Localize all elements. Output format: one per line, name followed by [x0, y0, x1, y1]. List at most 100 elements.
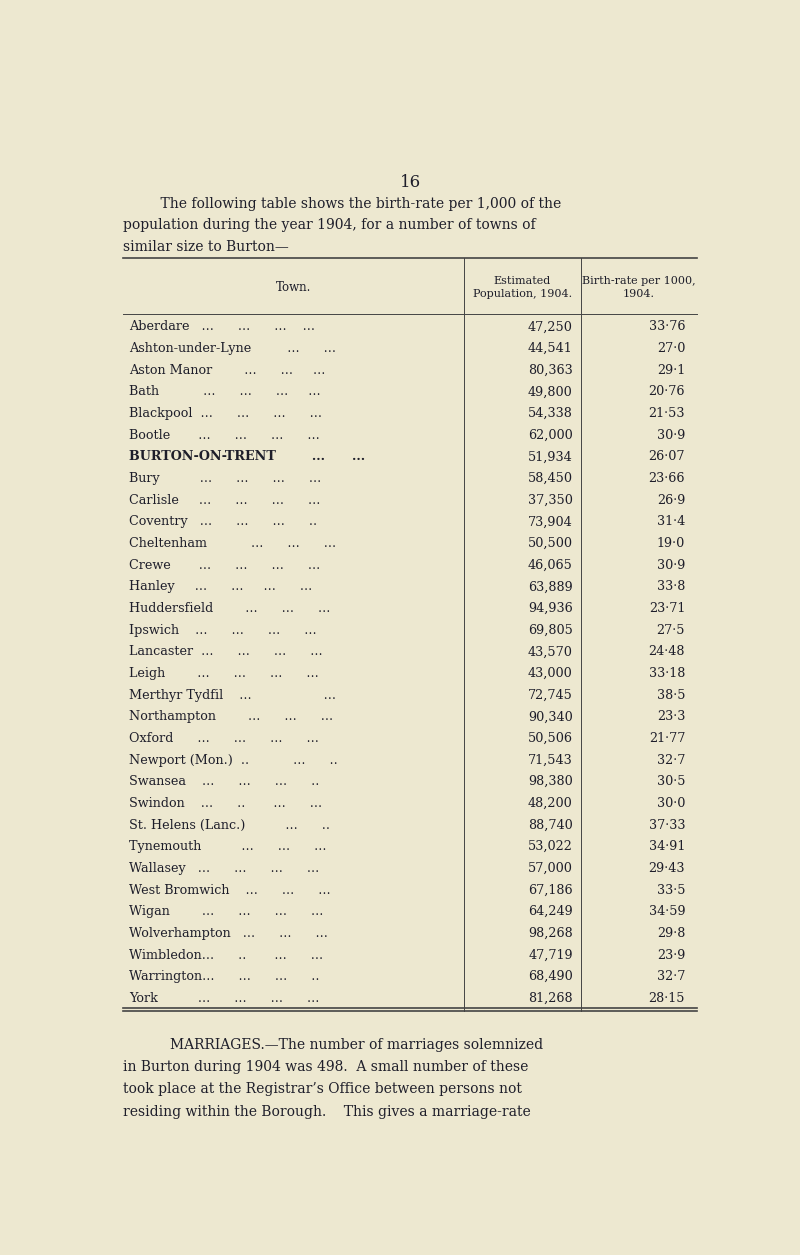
Text: 47,250: 47,250: [528, 320, 573, 334]
Text: Merthyr Tydfil    ...                  ...: Merthyr Tydfil ... ...: [130, 689, 337, 702]
Text: Northampton        ...      ...      ...: Northampton ... ... ...: [130, 710, 334, 723]
Text: 19·0: 19·0: [657, 537, 685, 550]
Text: Ashton-under-Lyne         ...      ...: Ashton-under-Lyne ... ...: [130, 343, 337, 355]
Text: 50,500: 50,500: [528, 537, 573, 550]
Text: Tynemouth          ...      ...      ...: Tynemouth ... ... ...: [130, 841, 327, 853]
Text: 37,350: 37,350: [528, 493, 573, 507]
Text: 28·15: 28·15: [649, 991, 685, 1005]
Text: 62,000: 62,000: [528, 429, 573, 442]
Text: 23·3: 23·3: [657, 710, 685, 723]
Text: Swindon    ...      ..       ...      ...: Swindon ... .. ... ...: [130, 797, 322, 809]
Text: took place at the Registrar’s Office between persons not: took place at the Registrar’s Office bet…: [123, 1082, 522, 1097]
Text: 51,934: 51,934: [528, 451, 573, 463]
Text: Huddersfield        ...      ...      ...: Huddersfield ... ... ...: [130, 602, 331, 615]
Text: Lancaster  ...      ...      ...      ...: Lancaster ... ... ... ...: [130, 645, 323, 659]
Text: Carlisle     ...      ...      ...      ...: Carlisle ... ... ... ...: [130, 493, 321, 507]
Text: 54,338: 54,338: [528, 407, 573, 420]
Text: 27·5: 27·5: [657, 624, 685, 636]
Text: Bath           ...      ...      ...     ...: Bath ... ... ... ...: [130, 385, 321, 398]
Text: 69,805: 69,805: [528, 624, 573, 636]
Text: St. Helens (Lanc.)          ...      ..: St. Helens (Lanc.) ... ..: [130, 818, 330, 832]
Text: 48,200: 48,200: [528, 797, 573, 809]
Text: 58,450: 58,450: [528, 472, 573, 486]
Text: 94,936: 94,936: [528, 602, 573, 615]
Text: 43,570: 43,570: [528, 645, 573, 659]
Text: Estimated
Population, 1904.: Estimated Population, 1904.: [473, 276, 572, 299]
Text: Crewe       ...      ...      ...      ...: Crewe ... ... ... ...: [130, 558, 321, 572]
Text: Oxford      ...      ...      ...      ...: Oxford ... ... ... ...: [130, 732, 319, 745]
Text: 47,719: 47,719: [528, 949, 573, 961]
Text: 30·9: 30·9: [657, 429, 685, 442]
Text: 57,000: 57,000: [528, 862, 573, 875]
Text: 88,740: 88,740: [528, 818, 573, 832]
Text: 32·7: 32·7: [657, 970, 685, 983]
Text: Aberdare   ...      ...      ...    ...: Aberdare ... ... ... ...: [130, 320, 315, 334]
Text: 43,000: 43,000: [528, 666, 573, 680]
Text: Newport (Mon.)  ..           ...      ..: Newport (Mon.) .. ... ..: [130, 753, 338, 767]
Text: 98,380: 98,380: [528, 776, 573, 788]
Text: 23·66: 23·66: [649, 472, 685, 486]
Text: York          ...      ...      ...      ...: York ... ... ... ...: [130, 991, 320, 1005]
Text: 81,268: 81,268: [528, 991, 573, 1005]
Text: Leigh        ...      ...      ...      ...: Leigh ... ... ... ...: [130, 666, 319, 680]
Text: Bootle       ...      ...      ...      ...: Bootle ... ... ... ...: [130, 429, 320, 442]
Text: Cheltenham           ...      ...      ...: Cheltenham ... ... ...: [130, 537, 337, 550]
Text: 23·71: 23·71: [649, 602, 685, 615]
Text: Hanley     ...      ...     ...      ...: Hanley ... ... ... ...: [130, 580, 313, 594]
Text: Wigan        ...      ...      ...      ...: Wigan ... ... ... ...: [130, 905, 324, 919]
Text: 21·77: 21·77: [649, 732, 685, 745]
Text: 29·8: 29·8: [657, 927, 685, 940]
Text: 37·33: 37·33: [649, 818, 685, 832]
Text: The following table shows the birth-rate per 1,000 of the: The following table shows the birth-rate…: [142, 197, 561, 211]
Text: Aston Manor        ...      ...     ...: Aston Manor ... ... ...: [130, 364, 326, 376]
Text: Swansea    ...      ...      ...      ..: Swansea ... ... ... ..: [130, 776, 320, 788]
Text: 44,541: 44,541: [528, 343, 573, 355]
Text: 53,022: 53,022: [528, 841, 573, 853]
Text: MARRIAGES.—The number of marriages solemnized: MARRIAGES.—The number of marriages solem…: [170, 1038, 543, 1052]
Text: population during the year 1904, for a number of towns of: population during the year 1904, for a n…: [123, 218, 536, 232]
Text: 21·53: 21·53: [649, 407, 685, 420]
Text: Wallasey   ...      ...      ...      ...: Wallasey ... ... ... ...: [130, 862, 320, 875]
Text: Birth-rate per 1000,
1904.: Birth-rate per 1000, 1904.: [582, 276, 695, 299]
Text: Coventry   ...      ...      ...      ..: Coventry ... ... ... ..: [130, 516, 318, 528]
Text: 73,904: 73,904: [528, 516, 573, 528]
Text: residing within the Borough.    This gives a marriage-rate: residing within the Borough. This gives …: [123, 1104, 531, 1118]
Text: 98,268: 98,268: [528, 927, 573, 940]
Text: 24·48: 24·48: [649, 645, 685, 659]
Text: Town.: Town.: [276, 281, 311, 294]
Text: 20·76: 20·76: [649, 385, 685, 398]
Text: 16: 16: [399, 173, 421, 191]
Text: 34·91: 34·91: [649, 841, 685, 853]
Text: 30·0: 30·0: [657, 797, 685, 809]
Text: 90,340: 90,340: [528, 710, 573, 723]
Text: similar size to Burton—: similar size to Burton—: [123, 240, 289, 254]
Text: Ipswich    ...      ...      ...      ...: Ipswich ... ... ... ...: [130, 624, 317, 636]
Text: 80,363: 80,363: [528, 364, 573, 376]
Text: 33·8: 33·8: [657, 580, 685, 594]
Text: 71,543: 71,543: [528, 753, 573, 767]
Text: 29·1: 29·1: [657, 364, 685, 376]
Text: 23·9: 23·9: [657, 949, 685, 961]
Text: 26·9: 26·9: [657, 493, 685, 507]
Text: 29·43: 29·43: [649, 862, 685, 875]
Text: Warrington...      ...      ...      ..: Warrington... ... ... ..: [130, 970, 320, 983]
Text: Bury          ...      ...      ...      ...: Bury ... ... ... ...: [130, 472, 322, 486]
Text: 50,506: 50,506: [528, 732, 573, 745]
Text: in Burton during 1904 was 498.  A small number of these: in Burton during 1904 was 498. A small n…: [123, 1060, 529, 1074]
Text: 64,249: 64,249: [528, 905, 573, 919]
Text: Blackpool  ...      ...      ...      ...: Blackpool ... ... ... ...: [130, 407, 322, 420]
Text: 33·18: 33·18: [649, 666, 685, 680]
Text: 49,800: 49,800: [528, 385, 573, 398]
Text: 68,490: 68,490: [528, 970, 573, 983]
Text: 32·7: 32·7: [657, 753, 685, 767]
Text: 27·0: 27·0: [657, 343, 685, 355]
Text: 33·5: 33·5: [657, 884, 685, 896]
Text: 72,745: 72,745: [528, 689, 573, 702]
Text: 31·4: 31·4: [657, 516, 685, 528]
Text: 38·5: 38·5: [657, 689, 685, 702]
Text: West Bromwich    ...      ...      ...: West Bromwich ... ... ...: [130, 884, 331, 896]
Text: 33·76: 33·76: [649, 320, 685, 334]
Text: 30·9: 30·9: [657, 558, 685, 572]
Text: 63,889: 63,889: [528, 580, 573, 594]
Text: BURTON-ON-TRENT        ...      ...: BURTON-ON-TRENT ... ...: [130, 451, 366, 463]
